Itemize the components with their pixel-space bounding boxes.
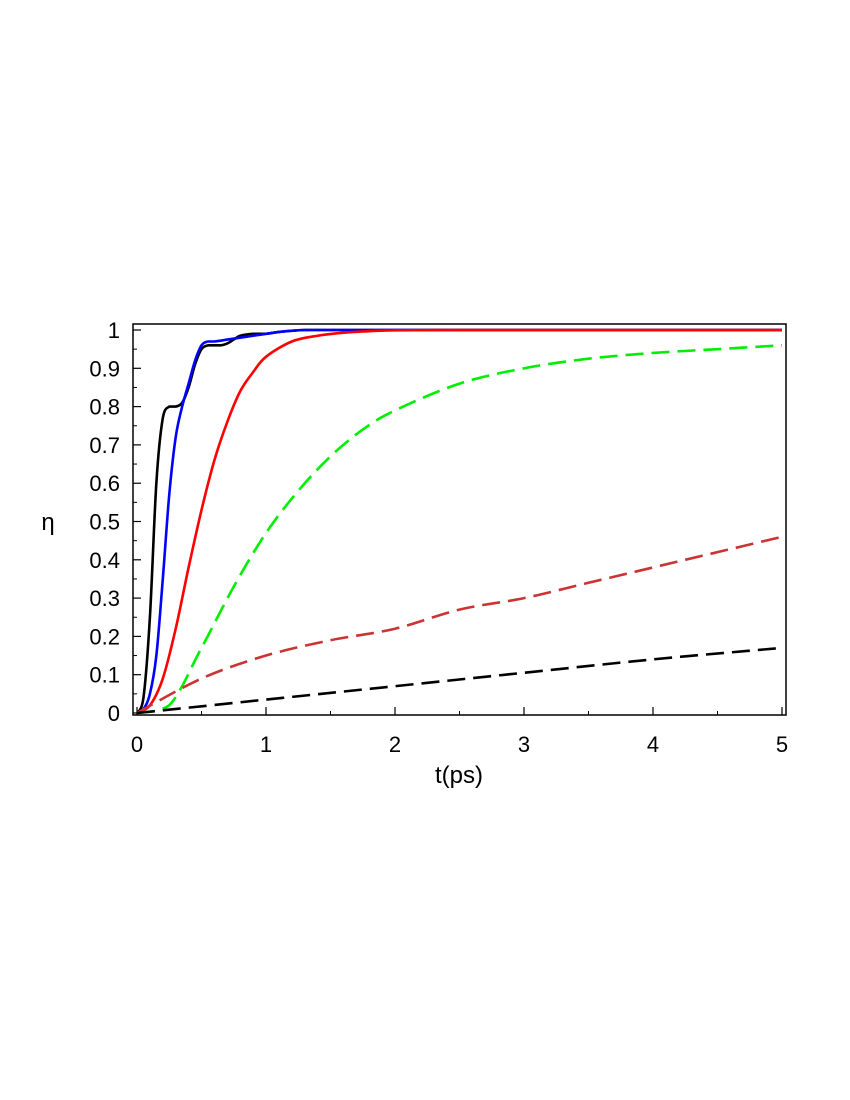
x-tick-label: 5 xyxy=(776,732,788,757)
x-tick-label: 0 xyxy=(131,732,143,757)
series-line-3 xyxy=(136,328,782,715)
x-tick-label: 3 xyxy=(518,732,530,757)
series-line-4 xyxy=(136,344,783,715)
y-tick-label: 0 xyxy=(108,701,120,726)
series-line-5 xyxy=(136,535,783,715)
y-tick-label: 0.3 xyxy=(89,586,120,611)
y-tick-label: 0.8 xyxy=(89,395,120,420)
y-tick-label: 0.1 xyxy=(89,663,120,688)
x-tick-label: 1 xyxy=(260,732,272,757)
series-layer xyxy=(135,328,783,715)
y-tick-label: 0.6 xyxy=(89,471,120,496)
series-line-6 xyxy=(136,646,783,715)
y-tick-label: 0.7 xyxy=(89,433,120,458)
y-tick-label: 0.5 xyxy=(89,510,120,535)
x-tick-label: 4 xyxy=(647,732,659,757)
y-axis-label: η xyxy=(41,509,54,536)
x-tick-label: 2 xyxy=(389,732,401,757)
y-tick-label: 0.9 xyxy=(89,356,120,381)
x-axis: 0 1 2 3 4 5 xyxy=(131,707,788,757)
y-tick-label: 0.2 xyxy=(89,624,120,649)
x-axis-label: t(ps) xyxy=(435,762,483,789)
y-tick-label: 1 xyxy=(108,318,120,343)
y-tick-label: 0.4 xyxy=(89,548,120,573)
